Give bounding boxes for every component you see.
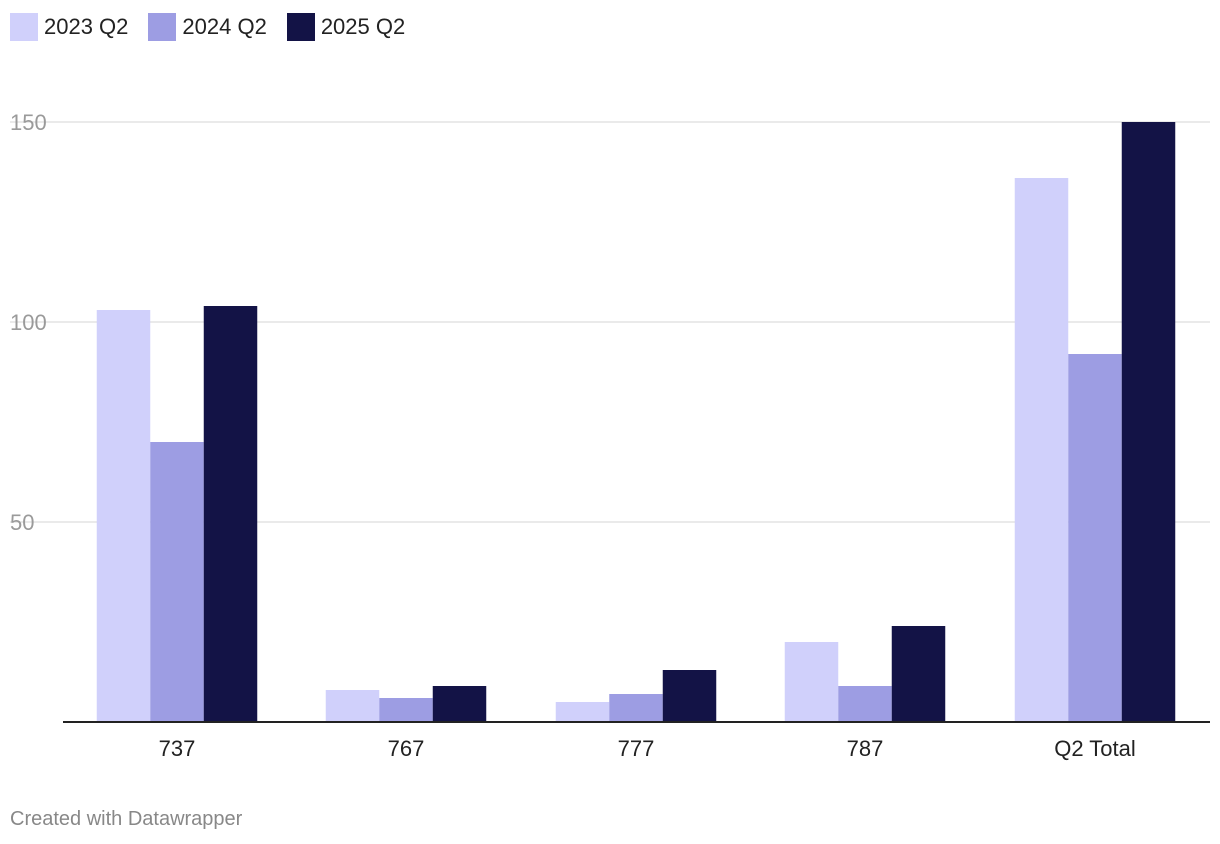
legend-swatch-2024-q2 (148, 13, 177, 41)
x-tick-label-787: 787 (847, 736, 884, 761)
x-tick-label-777: 777 (618, 736, 655, 761)
bar-q2-total-2025-q2 (1121, 122, 1176, 722)
bar-777-2024-q2 (609, 694, 663, 722)
bar-777-2023-q2 (555, 702, 610, 722)
chart-legend: 2023 Q2 2024 Q2 2025 Q2 (10, 13, 425, 41)
bar-787-2023-q2 (784, 642, 839, 722)
legend-swatch-2025-q2 (286, 13, 315, 41)
bar-787-2024-q2 (838, 686, 892, 722)
bar-767-2025-q2 (432, 686, 487, 722)
x-tick-label-737: 737 (159, 736, 196, 761)
bar-737-2025-q2 (203, 306, 258, 722)
bar-777-2025-q2 (662, 670, 717, 722)
datawrapper-credit: Created with Datawrapper (10, 808, 243, 830)
legend-label-2025-q2: 2025 Q2 (320, 14, 406, 39)
legend-item-2024-q2: 2024 Q2 (148, 13, 267, 41)
bar-767-2023-q2 (325, 690, 380, 722)
bar-767-2024-q2 (379, 698, 433, 722)
y-tick-label-150: 150 (10, 110, 47, 135)
x-tick-label-767: 767 (388, 736, 425, 761)
y-tick-label-100: 100 (10, 310, 47, 335)
legend-item-2023-q2: 2023 Q2 (10, 13, 128, 41)
legend-swatch-2023-q2 (10, 13, 38, 41)
x-tick-label-q2-total: Q2 Total (1054, 736, 1136, 761)
bar-q2-total-2024-q2 (1068, 354, 1122, 722)
bar-q2-total-2023-q2 (1014, 178, 1069, 722)
bar-787-2025-q2 (891, 626, 946, 722)
bar-chart: 50 100 150 737 767 777 787 Q2 Total (10, 110, 1210, 761)
bar-737-2024-q2 (150, 442, 204, 722)
y-tick-label-50: 50 (10, 510, 34, 535)
legend-label-2024-q2: 2024 Q2 (182, 14, 267, 39)
legend-item-2025-q2: 2025 Q2 (286, 13, 406, 41)
legend-label-2023-q2: 2023 Q2 (44, 14, 129, 39)
bar-737-2023-q2 (96, 310, 151, 722)
